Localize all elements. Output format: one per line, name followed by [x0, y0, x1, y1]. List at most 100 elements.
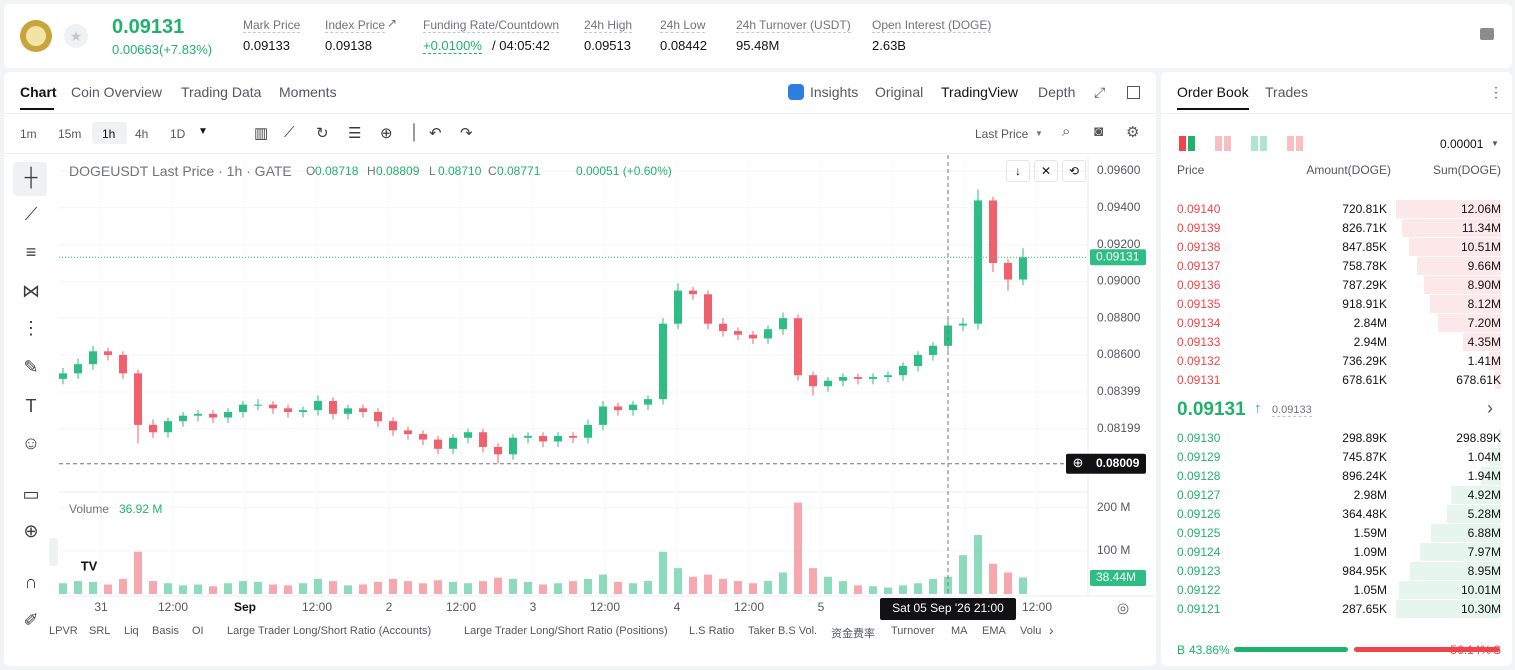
ob-price[interactable]: 0.09136 [1177, 278, 1221, 292]
indicator-more[interactable]: › [1049, 622, 1054, 638]
ob-price[interactable]: 0.09140 [1177, 202, 1221, 216]
ob-price[interactable]: 0.09121 [1177, 602, 1221, 616]
candle-body [794, 318, 802, 376]
toolbar-icon[interactable]: ⊕ [380, 125, 393, 142]
ob-layout-icon[interactable] [1260, 136, 1267, 151]
drawing-tool[interactable]: T [25, 396, 37, 416]
favorite-star[interactable]: ★ [64, 24, 88, 48]
drawing-tool[interactable]: ⊕ [23, 521, 39, 541]
view-tab[interactable]: Depth [1038, 84, 1076, 100]
chart-tab[interactable]: Moments [279, 84, 337, 100]
candle-body [74, 364, 82, 374]
drawing-tool[interactable]: ▭ [22, 484, 40, 504]
interval[interactable]: 1m [20, 127, 37, 141]
index-arrow[interactable]: ↗ [387, 16, 398, 30]
indicator-tab[interactable]: Large Trader Long/Short Ratio (Accounts) [227, 625, 432, 637]
ob-price[interactable]: 0.09128 [1177, 469, 1221, 483]
ob-price[interactable]: 0.09134 [1177, 316, 1221, 330]
ob-price[interactable]: 0.09129 [1177, 450, 1221, 464]
ob-price[interactable]: 0.09130 [1177, 431, 1221, 445]
ob-amount: 287.65K [1342, 602, 1387, 616]
view-tab[interactable]: TradingView [941, 84, 1019, 100]
ob-layout-icon[interactable] [1179, 136, 1186, 151]
window-icon[interactable] [1127, 86, 1140, 99]
expand-icon[interactable]: ⤢ [1094, 84, 1106, 100]
indicator-tab[interactable]: LPVR [49, 625, 78, 637]
indicator-tab[interactable]: L.S Ratio [689, 625, 735, 637]
indicator-tab[interactable]: Taker B.S Vol. [748, 625, 818, 637]
view-tab[interactable]: Insights [810, 84, 859, 100]
ob-layout-icon[interactable] [1188, 136, 1195, 151]
drawing-tool[interactable]: ⋮ [22, 318, 40, 338]
mid-more[interactable]: › [1487, 398, 1493, 418]
ob-price[interactable]: 0.09133 [1177, 335, 1221, 349]
notes-icon[interactable] [1480, 28, 1494, 40]
drawing-tool[interactable]: ✎ [23, 357, 39, 377]
toolbar-icon[interactable]: ☰ [348, 125, 362, 142]
toolbar-icon[interactable]: ↷ [460, 125, 473, 142]
drawing-tool[interactable]: ┼ [24, 167, 38, 187]
chart-tab[interactable]: Chart [20, 84, 57, 100]
ob-price[interactable]: 0.09123 [1177, 564, 1221, 578]
price-source[interactable]: Last Price [975, 127, 1029, 141]
interval-caret[interactable]: ▼ [198, 126, 208, 137]
interval[interactable]: 1D [170, 127, 186, 141]
ob-price[interactable]: 0.09139 [1177, 221, 1221, 235]
ob-tab[interactable]: Order Book [1177, 84, 1249, 100]
ob-layout-icon[interactable] [1296, 136, 1303, 151]
ob-price[interactable]: 0.09127 [1177, 488, 1221, 502]
ob-price[interactable]: 0.09125 [1177, 526, 1221, 540]
ob-price[interactable]: 0.09135 [1177, 297, 1221, 311]
chart-control[interactable]: ⟲ [1062, 160, 1086, 182]
indicator-tab[interactable]: Basis [152, 625, 179, 637]
chart-tab[interactable]: Coin Overview [71, 84, 163, 100]
toolbar-icon[interactable]: ↶ [429, 125, 442, 142]
indicator-tab[interactable]: OI [192, 625, 204, 637]
chart-control[interactable]: ↓ [1006, 160, 1030, 182]
indicator-tab[interactable]: MA [951, 625, 968, 637]
view-tab[interactable]: Original [875, 84, 924, 100]
indicator-tab[interactable]: Volu [1020, 625, 1042, 637]
indicator-tab[interactable]: Turnover [891, 625, 935, 637]
ob-price[interactable]: 0.09138 [1177, 240, 1221, 254]
drawing-tool[interactable]: ☺ [21, 433, 41, 453]
drawing-tool[interactable]: ✐ [23, 610, 39, 630]
toolbar-icon[interactable]: ⌕ [1062, 123, 1071, 140]
drawing-tool[interactable]: ⟋ [24, 204, 38, 224]
indicator-tab[interactable]: EMA [982, 625, 1006, 637]
drawing-tool[interactable]: ≡ [25, 242, 37, 262]
indicator-tab[interactable]: Large Trader Long/Short Ratio (Positions… [464, 625, 668, 637]
toolbar-icon[interactable]: ⚙ [1126, 124, 1140, 141]
chart-tab[interactable]: Trading Data [181, 84, 262, 100]
legend-key: L [429, 164, 436, 178]
ob-precision[interactable]: 0.00001 [1440, 137, 1484, 151]
ob-price[interactable]: 0.09132 [1177, 354, 1221, 368]
ob-layout-icon[interactable] [1251, 136, 1258, 151]
indicator-tab[interactable]: 资金费率 [831, 628, 875, 640]
toolbar-icon[interactable]: ◙ [1094, 123, 1104, 140]
toolbar-icon[interactable]: ⟋ [284, 124, 295, 141]
chart-control[interactable]: ✕ [1034, 160, 1058, 182]
indicator-tab[interactable]: SRL [89, 625, 111, 637]
ob-layout-icon[interactable] [1287, 136, 1294, 151]
ob-price[interactable]: 0.09122 [1177, 583, 1221, 597]
y-tick-label: 0.08800 [1097, 310, 1141, 324]
interval[interactable]: 15m [58, 127, 82, 141]
ob-tab[interactable]: Trades [1265, 84, 1309, 100]
drawing-tool[interactable]: ∩ [24, 572, 38, 592]
indicator-tab[interactable]: Liq [124, 625, 139, 637]
ob-layout-icon[interactable] [1215, 136, 1222, 151]
interval[interactable]: 4h [135, 127, 149, 141]
toolbar-icon[interactable]: │ [410, 124, 420, 141]
ob-price[interactable]: 0.09137 [1177, 259, 1221, 273]
ob-price[interactable]: 0.09126 [1177, 507, 1221, 521]
ob-menu[interactable]: ⋮ [1489, 84, 1503, 100]
toolbar-icon[interactable]: ▥ [254, 125, 269, 142]
interval[interactable]: 1h [102, 127, 116, 141]
ob-layout-icon[interactable] [1224, 136, 1231, 151]
toolbar-icon[interactable]: ↻ [316, 125, 329, 142]
ob-amount: 2.84M [1353, 316, 1387, 330]
ob-price[interactable]: 0.09131 [1177, 373, 1221, 387]
drawing-tool[interactable]: ⋈ [22, 281, 40, 301]
ob-price[interactable]: 0.09124 [1177, 545, 1221, 559]
